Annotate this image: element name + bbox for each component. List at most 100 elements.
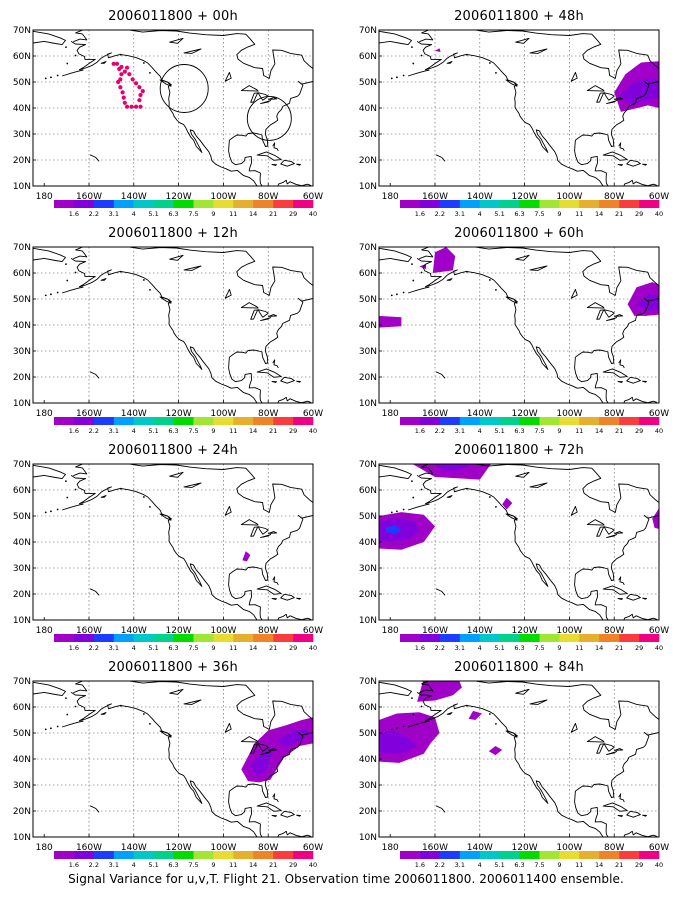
lat-label: 40N — [13, 755, 31, 765]
island-dot-3 — [402, 725, 405, 728]
island-dot-2 — [66, 62, 69, 65]
observation-point-14 — [137, 98, 142, 103]
colorbar-label: 2.2 — [435, 427, 445, 434]
colorbar-label: 2.2 — [435, 644, 445, 651]
island-or-lake-9 — [603, 743, 615, 752]
map-content — [379, 681, 659, 837]
island-or-lake-2 — [271, 163, 277, 166]
lon-label: 120W — [166, 626, 192, 636]
colorbar-label: 11 — [575, 427, 583, 434]
colorbar-swatch-3 — [459, 417, 480, 425]
lon-label: 120W — [512, 626, 538, 636]
colorbar-swatch-11 — [619, 200, 640, 208]
colorbar-label: 5.1 — [148, 861, 158, 868]
island-dot-8 — [495, 72, 497, 74]
lon-label: 180 — [382, 192, 399, 202]
island-or-lake-4 — [660, 78, 675, 90]
lon-label: 120W — [166, 192, 192, 202]
island-or-lake-1 — [626, 810, 641, 818]
island-or-lake-13 — [529, 265, 548, 271]
coastline-3 — [61, 69, 84, 77]
colorbar-swatch-4 — [479, 417, 500, 425]
lat-label: 60N — [13, 703, 31, 713]
island-or-lake-13 — [529, 48, 548, 54]
colorbar-label: 2.2 — [89, 861, 99, 868]
island-or-lake-14 — [515, 471, 530, 478]
map-panel-00h: 2006011800 + 00h 70N 60N 50N 40N 30N 20N 10N 18… — [0, 0, 346, 217]
island-dot-1 — [411, 697, 413, 700]
coastline-3 — [61, 720, 84, 728]
coastline-1 — [70, 258, 258, 403]
colorbar-swatch-12 — [639, 200, 660, 208]
colorbar-label: 6.3 — [168, 861, 178, 868]
island-or-lake-12 — [224, 505, 232, 516]
lon-label: 160W — [422, 626, 448, 636]
colorbar-swatch-9 — [233, 417, 254, 425]
island-dot-2 — [66, 496, 69, 499]
variance-contour-2 — [636, 293, 659, 311]
map-panel-12h: 2006011800 + 12h 70N 60N 50N 40N 30N 20N 10N 18… — [0, 217, 346, 434]
colorbar-label: 3.1 — [455, 427, 465, 434]
coastline-5 — [435, 588, 446, 596]
island-dot-3 — [56, 291, 59, 294]
colorbar-swatch-10 — [599, 200, 620, 208]
lon-label: 180 — [36, 192, 53, 202]
coastlines — [33, 247, 313, 403]
island-or-lake-6 — [100, 495, 107, 498]
coastline-1 — [416, 475, 604, 620]
colorbar-label: 14 — [249, 210, 257, 217]
island-or-lake-5 — [505, 513, 518, 521]
colorbar-label: 21 — [269, 210, 277, 217]
colorbar-swatch-10 — [599, 851, 620, 859]
verification-region-west — [159, 64, 209, 113]
island-or-lake-1 — [280, 810, 295, 818]
lon-label: 100W — [210, 626, 236, 636]
colorbar-label: 9 — [557, 427, 561, 434]
coastline-2 — [33, 247, 66, 263]
lat-label: 10N — [359, 616, 377, 626]
lon-label: 180 — [382, 626, 399, 636]
map-84h: 70N 60N 50N 40N 30N 20N 10N 180 160W 140W 120W 100W… — [359, 677, 669, 868]
lat-label: 60N — [13, 269, 31, 279]
island-dot-5 — [390, 77, 393, 80]
colorbar-label: 3.1 — [109, 210, 119, 217]
map-48h: 70N 60N 50N 40N 30N 20N 10N 180 160W 140W 120W 100W… — [359, 26, 675, 217]
variance-contour-3 — [412, 464, 491, 480]
lat-label: 70N — [13, 243, 31, 253]
panel-title: 2006011800 + 24h — [108, 443, 238, 458]
lon-label: 80W — [258, 626, 278, 636]
lat-label: 60N — [359, 486, 377, 496]
figure-caption: Signal Variance for u,v,T. Flight 21. Ob… — [68, 872, 624, 886]
coastline-4 — [618, 576, 625, 586]
island-or-lake-6 — [100, 61, 107, 64]
island-or-lake-7 — [586, 302, 605, 309]
island-or-lake-5 — [159, 79, 172, 87]
lon-label: 180 — [36, 409, 53, 419]
island-dot-5 — [44, 511, 47, 514]
observation-point-22 — [122, 69, 127, 74]
lat-label: 50N — [13, 295, 31, 305]
variance-contour-1 — [379, 730, 418, 754]
coastline-4 — [618, 793, 625, 803]
colorbar-swatch-8 — [213, 200, 234, 208]
lat-label: 70N — [359, 677, 377, 687]
coastlines — [379, 681, 659, 837]
island-dot-2 — [412, 62, 415, 65]
colorbar-swatch-11 — [619, 851, 640, 859]
colorbar-label: 14 — [595, 210, 603, 217]
variance-contour-2 — [417, 681, 462, 702]
colorbar-swatch-9 — [233, 634, 254, 642]
island-or-lake-3 — [296, 163, 301, 166]
colorbar-swatch-2 — [93, 851, 114, 859]
colorbar-swatch-0 — [400, 851, 421, 859]
coastline-3 — [61, 286, 84, 294]
island-dot-7 — [488, 713, 491, 715]
colorbar: 1.6 2.2 3.1 4 5.1 6.3 7.5 9 11 14 21 29 40 — [400, 634, 663, 651]
colorbar-swatch-11 — [273, 200, 294, 208]
island-or-lake-0 — [602, 585, 628, 595]
colorbar-swatch-0 — [400, 200, 421, 208]
island-dot-8 — [495, 506, 497, 508]
colorbar-label: 7.5 — [188, 210, 198, 217]
colorbar-label: 7.5 — [188, 427, 198, 434]
map-panel-84h: 2006011800 + 84h 70N 60N 50N 40N 30N 20N 10N 18… — [346, 651, 692, 868]
